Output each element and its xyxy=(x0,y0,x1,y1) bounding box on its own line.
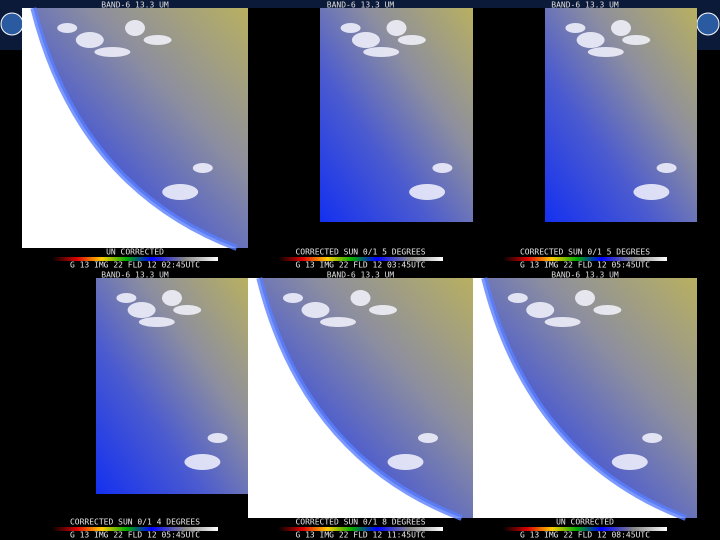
limb-glow xyxy=(30,7,238,251)
satellite-panel: BAND-6 13.3 UM CORRECTED SUN 0/1 8 DEGREE… xyxy=(248,271,473,540)
space-region xyxy=(473,278,686,518)
panel-header: BAND-6 13.3 UM xyxy=(327,1,395,10)
cloud xyxy=(320,317,356,327)
panel-header: BAND-6 13.3 UM xyxy=(101,271,169,280)
cloud xyxy=(397,35,426,45)
space-region xyxy=(22,8,237,248)
cloud xyxy=(351,32,380,48)
panel-header: BAND-6 13.3 UM xyxy=(327,271,395,280)
cloud xyxy=(507,293,528,303)
cloud xyxy=(301,302,330,318)
logo xyxy=(696,12,720,36)
panel-header: BAND-6 13.3 UM xyxy=(551,271,619,280)
satellite-panel: BAND-6 13.3 UM CORRECTED SUN 0/1 5 DEGREE… xyxy=(473,1,697,270)
cloud xyxy=(642,433,663,443)
cloud xyxy=(143,35,172,45)
panel-header: BAND-6 13.3 UM xyxy=(551,1,619,10)
satellite-panel: BAND-6 13.3 UM CORRECTED SUN 0/1 4 DEGREE… xyxy=(22,271,248,540)
cloud xyxy=(127,302,156,318)
logo xyxy=(0,12,24,36)
satellite-panel: BAND-6 13.3 UM CORRECTED SUN 0/1 5 DEGREE… xyxy=(248,1,473,270)
panel-footer: G 13 IMG 22 FLD 12 11:45UTC xyxy=(295,531,425,540)
cloud xyxy=(611,20,631,36)
panel-caption: CORRECTED SUN 0/1 4 DEGREES xyxy=(70,518,200,527)
cloud xyxy=(432,163,453,173)
cloud xyxy=(593,305,622,315)
cloud xyxy=(611,454,648,470)
cloud xyxy=(526,302,555,318)
cloud xyxy=(75,32,104,48)
panel-footer: G 13 IMG 22 FLD 12 05:45UTC xyxy=(520,261,650,270)
limb-glow xyxy=(481,277,687,521)
cloud xyxy=(387,454,424,470)
cloud xyxy=(622,35,651,45)
cloud xyxy=(192,163,213,173)
cloud xyxy=(138,317,175,327)
earth-image xyxy=(96,278,248,494)
panel-footer: G 13 IMG 22 FLD 12 08:45UTC xyxy=(520,531,650,540)
panel-footer: G 13 IMG 22 FLD 12 02:45UTC xyxy=(70,261,200,270)
panel-footer: G 13 IMG 22 FLD 12 03:45UTC xyxy=(295,261,425,270)
cloud xyxy=(576,32,605,48)
color-bar xyxy=(52,257,218,261)
earth-image xyxy=(320,8,473,222)
color-bar xyxy=(503,527,667,531)
panel-caption: CORRECTED SUN 0/1 5 DEGREES xyxy=(520,248,650,257)
cloud xyxy=(283,293,303,303)
cloud xyxy=(184,454,221,470)
space-region xyxy=(248,278,462,518)
color-bar xyxy=(503,257,667,261)
satellite-panel: BAND-6 13.3 UM UN CORRECTED G 13 IMG 22 FL… xyxy=(22,1,248,270)
satellite-panel: BAND-6 13.3 UM UN CORRECTED G 13 IMG 22 FL… xyxy=(473,271,697,540)
panel-header: BAND-6 13.3 UM xyxy=(101,1,169,10)
cloud xyxy=(162,184,199,200)
color-bar xyxy=(278,257,443,261)
cloud xyxy=(340,23,361,33)
cloud xyxy=(409,184,446,200)
cloud xyxy=(386,20,407,36)
cloud xyxy=(418,433,438,443)
limb-glow xyxy=(256,277,463,521)
cloud xyxy=(363,47,400,57)
cloud xyxy=(162,290,182,306)
panel-caption: UN CORRECTED xyxy=(556,518,614,527)
color-bar xyxy=(52,527,218,531)
panel-caption: UN CORRECTED xyxy=(106,248,164,257)
panel-caption: CORRECTED SUN 0/1 8 DEGREES xyxy=(295,518,425,527)
panel-caption: CORRECTED SUN 0/1 5 DEGREES xyxy=(295,248,425,257)
cloud xyxy=(116,293,137,303)
cloud xyxy=(575,290,595,306)
cloud xyxy=(565,23,586,33)
cloud xyxy=(57,23,78,33)
cloud xyxy=(207,433,228,443)
cloud xyxy=(369,305,397,315)
cloud xyxy=(173,305,202,315)
color-bar xyxy=(278,527,443,531)
earth-image xyxy=(545,8,697,222)
cloud xyxy=(94,47,131,57)
cloud xyxy=(656,163,677,173)
cloud xyxy=(544,317,581,327)
panel-footer: G 13 IMG 22 FLD 12 05:45UTC xyxy=(70,531,200,540)
panel-grid: BAND-6 13.3 UM UN CORRECTED G 13 IMG 22 FL… xyxy=(22,1,697,540)
cloud xyxy=(125,20,145,36)
cloud xyxy=(587,47,624,57)
cloud xyxy=(350,290,371,306)
cloud xyxy=(633,184,670,200)
